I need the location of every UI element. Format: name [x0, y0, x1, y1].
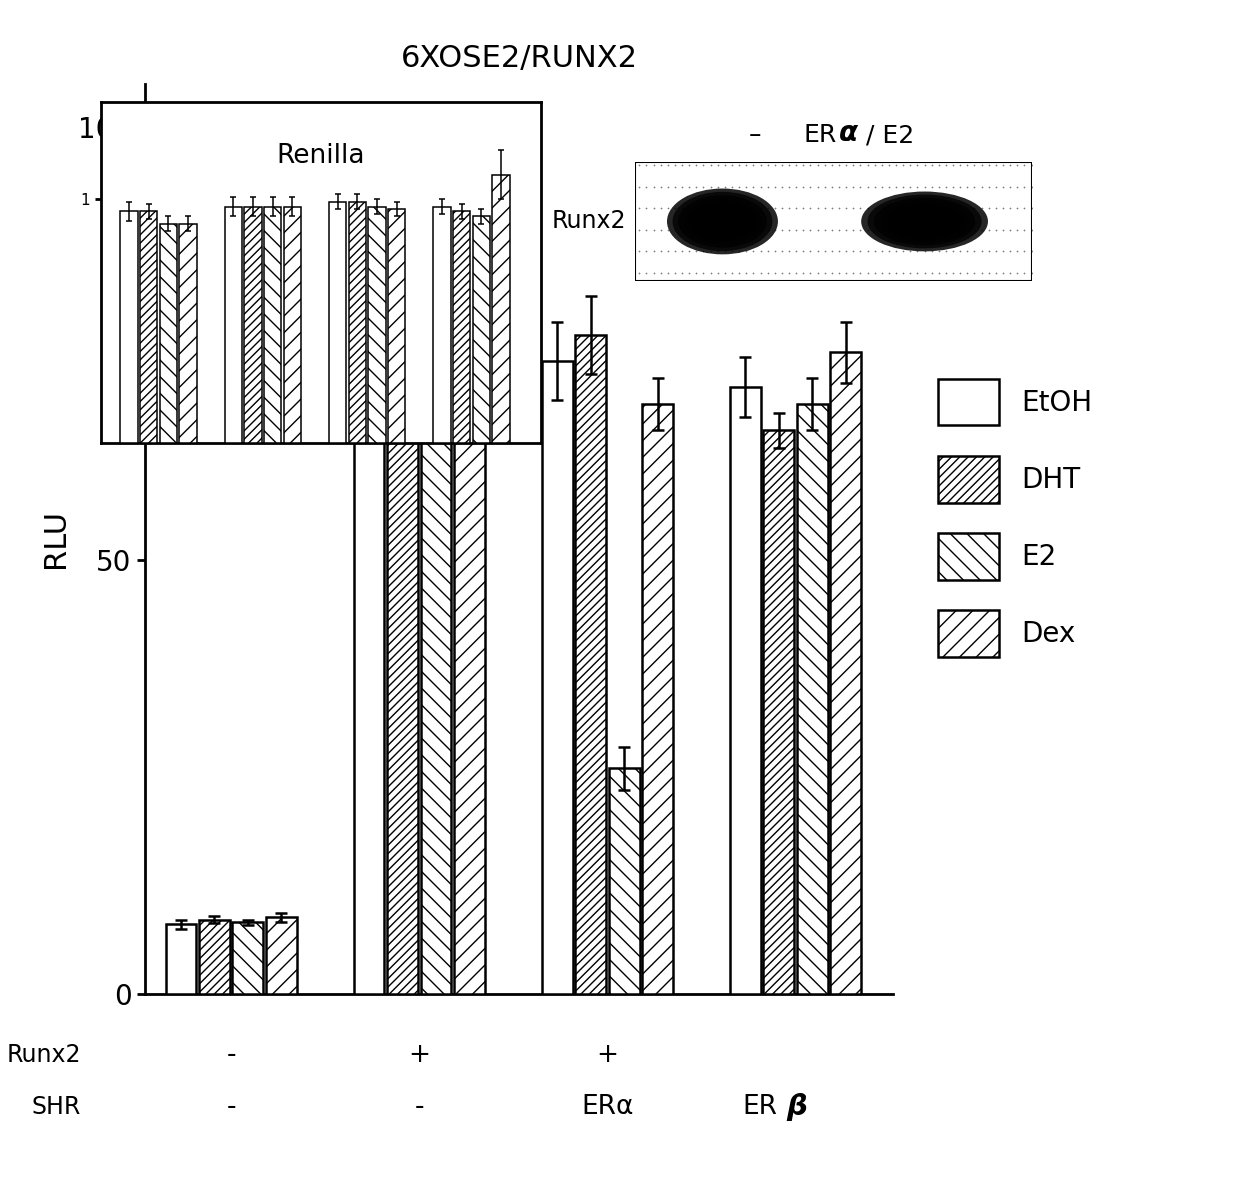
- Bar: [328, 201, 346, 443]
- Bar: [180, 224, 196, 443]
- Bar: [369, 207, 386, 443]
- Y-axis label: RLU: RLU: [42, 509, 70, 569]
- Bar: [284, 207, 301, 443]
- Bar: [730, 387, 761, 994]
- Bar: [764, 431, 794, 994]
- Ellipse shape: [701, 208, 745, 235]
- Ellipse shape: [874, 198, 975, 245]
- Ellipse shape: [667, 188, 777, 255]
- Bar: [265, 917, 297, 994]
- Bar: [454, 231, 484, 994]
- Text: Runx2: Runx2: [6, 1044, 81, 1068]
- Text: β: β: [786, 1093, 808, 1122]
- Bar: [160, 224, 177, 443]
- Title: 6XOSE2/RUNX2: 6XOSE2/RUNX2: [400, 44, 638, 73]
- Ellipse shape: [881, 200, 969, 242]
- Text: / E2: / E2: [858, 123, 915, 147]
- Text: ER: ER: [742, 1094, 777, 1120]
- Bar: [225, 207, 242, 443]
- Ellipse shape: [906, 213, 944, 230]
- Ellipse shape: [868, 194, 981, 249]
- Bar: [473, 217, 489, 443]
- Text: Renilla: Renilla: [277, 142, 365, 169]
- Ellipse shape: [678, 195, 767, 248]
- Text: -: -: [226, 1043, 235, 1069]
- Bar: [609, 768, 639, 994]
- Legend: EtOH, DHT, E2, Dex: EtOH, DHT, E2, Dex: [930, 371, 1101, 666]
- Text: -: -: [226, 1094, 235, 1120]
- Ellipse shape: [683, 199, 761, 244]
- Ellipse shape: [887, 203, 962, 239]
- Bar: [542, 361, 572, 994]
- Bar: [121, 212, 137, 443]
- Ellipse shape: [899, 209, 950, 233]
- Text: ERα: ERα: [581, 1094, 634, 1120]
- Bar: [140, 212, 157, 443]
- Ellipse shape: [893, 206, 956, 237]
- Bar: [643, 405, 673, 994]
- Bar: [420, 236, 452, 994]
- Bar: [798, 405, 828, 994]
- Bar: [387, 209, 405, 443]
- Ellipse shape: [862, 192, 988, 251]
- Bar: [492, 175, 509, 443]
- Text: –: –: [749, 123, 761, 147]
- Bar: [166, 924, 196, 994]
- Bar: [348, 201, 366, 443]
- Bar: [387, 239, 418, 994]
- Bar: [433, 207, 450, 443]
- Bar: [264, 207, 282, 443]
- Bar: [244, 207, 262, 443]
- Text: SHR: SHR: [31, 1095, 81, 1119]
- Bar: [453, 212, 470, 443]
- Ellipse shape: [694, 205, 750, 238]
- Text: -: -: [415, 1094, 424, 1120]
- Text: α: α: [839, 120, 858, 147]
- Text: +: +: [596, 1043, 619, 1069]
- Bar: [353, 231, 385, 994]
- Ellipse shape: [673, 192, 772, 251]
- Text: ER: ER: [804, 123, 837, 147]
- Ellipse shape: [689, 201, 756, 242]
- Bar: [233, 923, 263, 994]
- Bar: [575, 335, 606, 994]
- Ellipse shape: [706, 212, 740, 231]
- Text: +: +: [409, 1043, 430, 1069]
- Text: Runx2: Runx2: [552, 209, 626, 233]
- Bar: [199, 919, 230, 994]
- Bar: [830, 352, 862, 994]
